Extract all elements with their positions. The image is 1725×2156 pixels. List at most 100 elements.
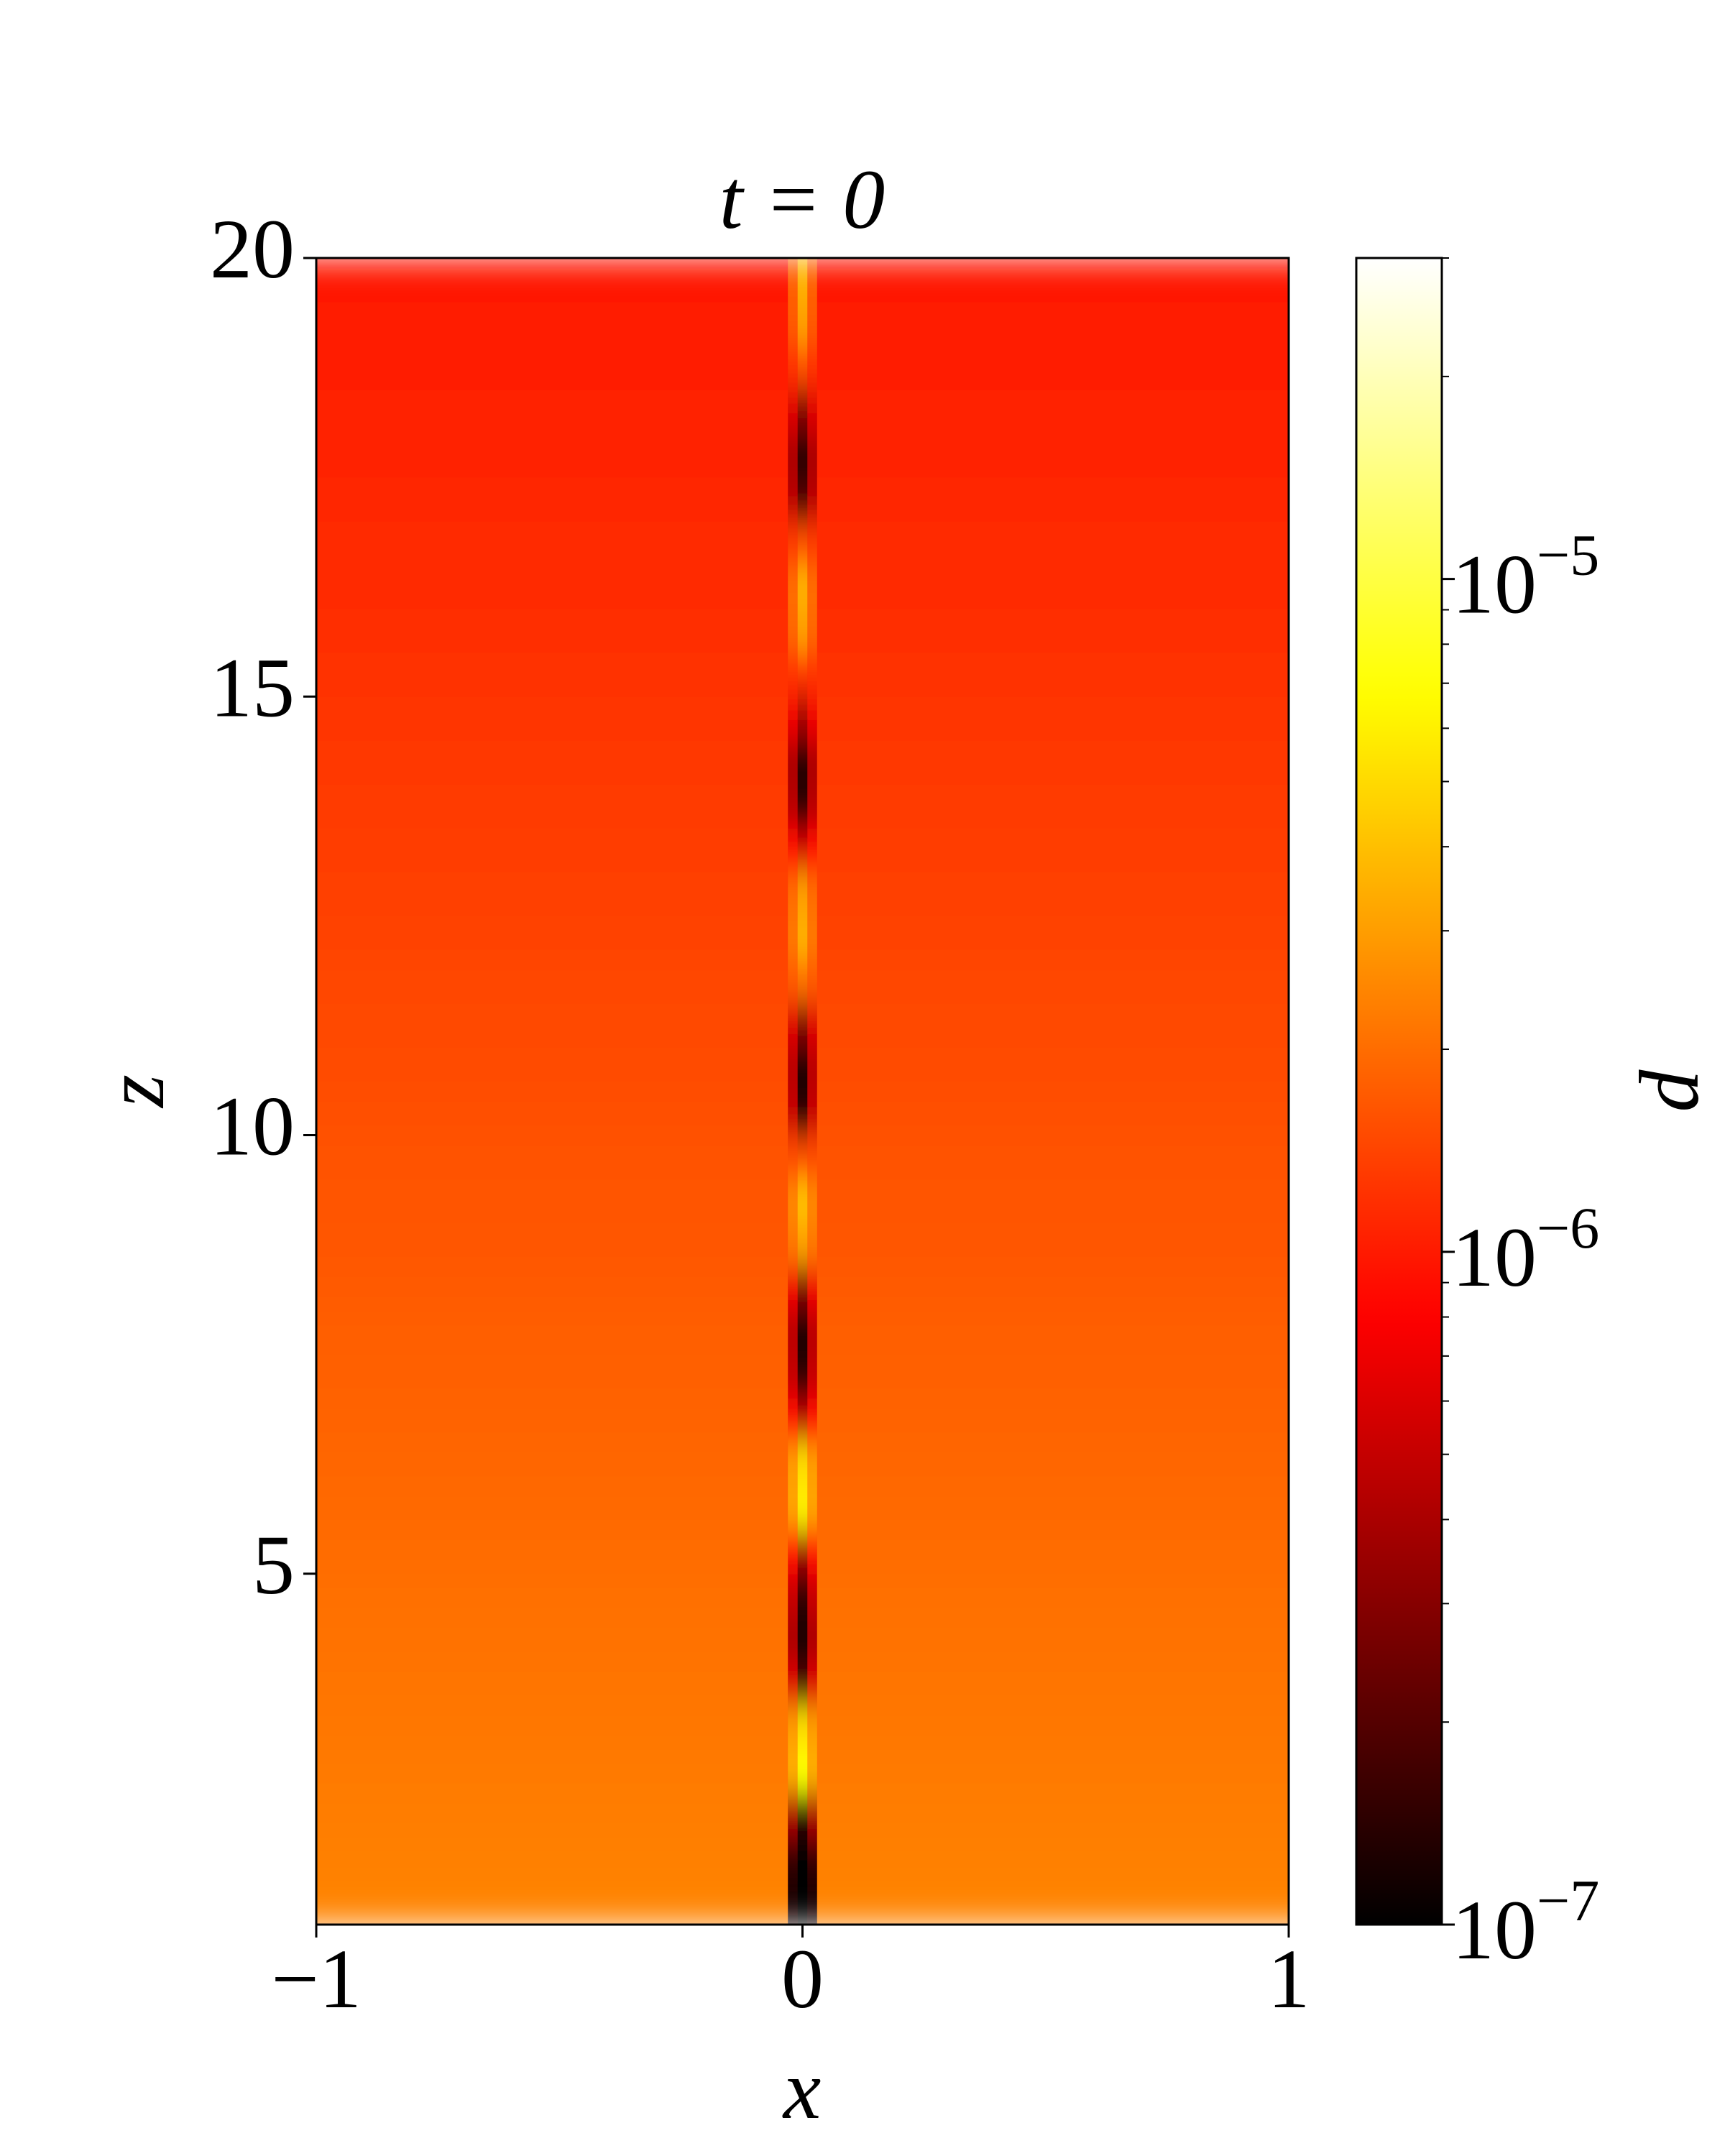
heat-cell [807,916,818,960]
heat-cell [316,1310,788,1355]
heat-cell [316,609,788,653]
heat-cell [807,740,818,785]
chart-title: t = 0 [719,152,885,247]
heat-cell [797,1354,808,1399]
heat-cell [788,872,799,916]
heat-cell [807,1442,818,1487]
heat-cell [816,1792,1289,1838]
heat-cell [797,1179,808,1224]
heat-cell [788,258,799,303]
heat-cell [316,653,788,697]
heat-cell [816,1003,1289,1048]
heat-cell [316,1222,788,1268]
heat-cell [816,1836,1289,1881]
heat-cell [816,390,1289,434]
heat-cell [788,1661,799,1706]
heat-cell [788,1617,799,1662]
heat-cell [816,959,1289,1004]
heat-cell [316,1091,788,1136]
heat-cell [797,916,808,960]
heat-cell [316,1617,788,1662]
heat-cell [788,1266,799,1312]
y-tick-label: 5 [252,1518,295,1612]
heat-cell [316,1880,788,1925]
heat-cell [816,609,1289,653]
heat-cell [807,1705,818,1750]
y-tick-label: 10 [210,1079,295,1174]
heat-cell [797,1222,808,1268]
heat-cell [807,433,818,478]
heat-cell [807,565,818,609]
heat-cell [316,1398,788,1443]
x-tick-label: 1 [1268,1932,1310,2026]
heat-cell [807,1485,818,1531]
heat-cell [788,1003,799,1048]
heat-cell [316,1573,788,1618]
heat-cell [788,1047,799,1092]
heat-cell [316,872,788,916]
heat-cell [807,1091,818,1136]
heat-cell [316,959,788,1004]
cells [316,258,1289,1925]
heat-cell [788,916,799,960]
heat-cell [788,1705,799,1750]
heat-cell [816,916,1289,960]
heat-cell [797,1617,808,1662]
heat-cell [816,872,1289,916]
heat-cell [316,1485,788,1531]
heat-cell [788,784,799,829]
heat-cell [816,1354,1289,1399]
heat-cell [807,1529,818,1575]
heat-cell [316,477,788,522]
heat-cell [816,1222,1289,1268]
heat-cell [797,1880,808,1925]
heat-cell [797,302,808,346]
heat-cell [788,1485,799,1531]
heat-cell [816,784,1289,829]
heat-cell [797,1749,808,1794]
heat-cell [807,1179,818,1224]
heat-cell [797,1792,808,1838]
heat-cell [807,1836,818,1881]
heat-cell [316,916,788,960]
heat-cell [816,433,1289,478]
heat-cell [788,828,799,872]
heat-cell [788,1179,799,1224]
heat-cell [807,1047,818,1092]
heat-cell [797,1091,808,1136]
heat-cell [788,433,799,478]
heat-cell [807,1880,818,1925]
heat-cell [816,653,1289,697]
heat-cell [816,1749,1289,1794]
heat-cell [807,828,818,872]
heat-cell [797,872,808,916]
heat-cell [807,609,818,653]
heat-cell [807,1398,818,1443]
heat-cell [816,1135,1289,1180]
heat-cell [797,433,808,478]
heat-cell [816,1266,1289,1312]
heat-cell [816,696,1289,741]
heat-cell [816,258,1289,303]
heat-cell [807,1617,818,1662]
heat-cell [816,302,1289,346]
heat-cell [788,1222,799,1268]
y-tick-label: 20 [210,202,295,296]
heat-cell [807,346,818,390]
heat-cell [797,828,808,872]
heat-cell [788,1135,799,1180]
heat-cell [788,477,799,522]
heat-cell [807,521,818,566]
colorbar-tick-label: 10−7 [1452,1868,1599,1977]
heat-cell [797,1485,808,1531]
heat-cell [316,565,788,609]
heat-cell [316,1529,788,1575]
heat-cell [807,1661,818,1706]
heat-cell [797,1003,808,1048]
heat-cell [316,1179,788,1224]
heat-cell [788,1398,799,1443]
heat-cell [816,1880,1289,1925]
heat-cell [316,433,788,478]
heat-cell [816,1573,1289,1618]
heat-cell [816,1529,1289,1575]
